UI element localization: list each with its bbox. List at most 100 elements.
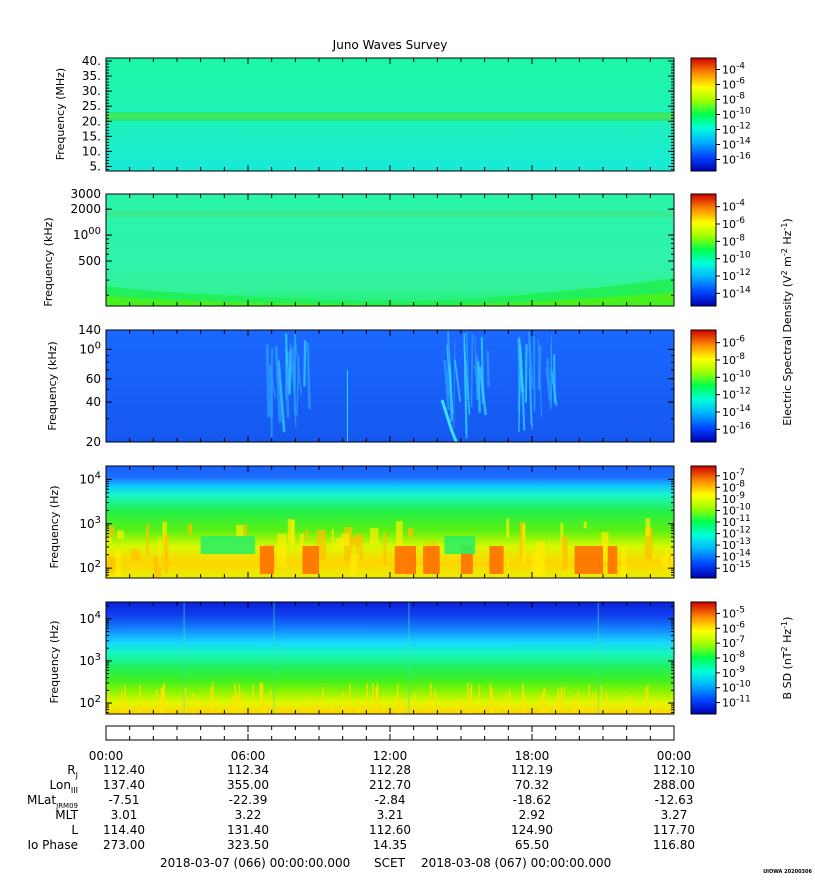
intensity-blob — [116, 530, 124, 539]
y-tick-label: 20 — [86, 435, 101, 449]
colorbar-tick-label: 10-8 — [722, 233, 745, 248]
intensity-blob — [162, 521, 167, 545]
intensity-blob — [331, 529, 334, 554]
panel-1-y-axis: 40.35.30.25.20.15.10.5. — [82, 54, 674, 173]
y-tick-label: 20. — [82, 114, 101, 128]
radio-burst — [274, 345, 282, 423]
ephemeris-value: 131.40 — [227, 823, 269, 837]
ephemeris-value: 14.35 — [373, 838, 407, 852]
intensity-gap — [444, 536, 476, 554]
ephemeris-value: -18.62 — [513, 793, 552, 807]
colorbar-tick-label: 10-8 — [722, 352, 745, 367]
panel-3-colorbar — [690, 329, 717, 443]
y-tick-label: 102 — [79, 559, 101, 575]
ephemeris-row-label: RJ — [67, 763, 78, 780]
radio-burst — [476, 361, 481, 413]
e-field-colorbar-label: Electric Spectral Density (V2 m-2 Hz-1) — [780, 218, 794, 425]
colorbar-tick-label: 10-7 — [722, 635, 745, 650]
intensity-blob — [287, 519, 294, 543]
y-tick-label: 40. — [82, 54, 101, 68]
ephemeris-value: 3.22 — [235, 808, 262, 822]
colorbar-tick-label: 10-14 — [722, 137, 751, 152]
intensity-blob-hot — [394, 546, 417, 574]
intensity-blob — [236, 525, 244, 543]
intensity-blob — [277, 533, 287, 568]
panel-2-time-ticks — [105, 194, 675, 306]
radio-burst — [480, 337, 485, 404]
ephemeris-value: -2.84 — [374, 793, 405, 807]
intensity-blob — [395, 521, 403, 561]
ephemeris-value: 212.70 — [369, 778, 411, 792]
intensity-blob — [243, 524, 247, 538]
intensity-blob — [522, 524, 526, 564]
panel-5-spikes — [108, 602, 668, 714]
ephemeris-value: 137.40 — [103, 778, 145, 792]
intensity-blob-hot — [423, 546, 440, 574]
ephemeris-value: 112.10 — [653, 763, 695, 777]
intensity-blob-hot — [461, 546, 473, 574]
panel-5-colorbar — [690, 601, 717, 715]
intensity-blob — [273, 557, 276, 565]
intensity-blob-hot — [302, 546, 319, 574]
ephemeris-value: 3.21 — [377, 808, 404, 822]
radio-burst — [470, 333, 474, 408]
colorbar-tick-label: 10-12 — [722, 387, 751, 402]
ephemeris-table: RJ 112.40 112.34 112.28 112.19 112.10 LonIII 13… — [27, 763, 695, 852]
y-tick-label: 30. — [82, 84, 101, 98]
colorbar-tick-label: 10-6 — [722, 335, 745, 350]
time-label: 00:00 — [657, 749, 692, 763]
colorbar-tick-label: 10-8 — [722, 650, 745, 665]
radio-burst — [265, 344, 271, 418]
radio-burst — [454, 359, 462, 402]
intensity-blob — [107, 526, 115, 537]
panel-1-colorbar — [690, 57, 717, 172]
time-label: 12:00 — [373, 749, 408, 763]
ephemeris-value: 112.19 — [511, 763, 553, 777]
intensity-blob — [645, 518, 651, 537]
footer-scet-label: SCET — [374, 856, 406, 870]
ephemeris-value: 3.01 — [111, 808, 138, 822]
intensity-blob — [620, 546, 626, 578]
intensity-blob — [187, 523, 193, 535]
radio-burst — [546, 358, 552, 401]
y-tick-label: 103 — [79, 515, 101, 531]
colorbar-tick-label: 10-9 — [722, 665, 745, 680]
radio-burst — [524, 344, 528, 403]
intensity-blob — [356, 533, 360, 554]
intensity-blob — [360, 533, 363, 560]
ephemeris-value: 112.34 — [227, 763, 269, 777]
figure-title: Juno Waves Survey — [332, 38, 448, 52]
radio-burst — [446, 344, 454, 411]
ephemeris-row-label: LonIII — [50, 778, 79, 795]
intensity-blob — [506, 518, 510, 538]
radio-burst — [545, 366, 552, 410]
colorbar-tick-label: 10-12 — [722, 268, 751, 283]
radio-burst — [277, 360, 286, 433]
colorbar-tick-label: 10-5 — [722, 605, 745, 620]
ephemeris-value: 355.00 — [227, 778, 269, 792]
ephemeris-value: 2.92 — [519, 808, 546, 822]
colorbar-tick-label: 10-10 — [722, 107, 751, 122]
panel-3-time-ticks — [105, 330, 675, 442]
ephemeris-value: 288.00 — [653, 778, 695, 792]
intensity-blob — [341, 533, 350, 547]
ephemeris-value: -22.39 — [229, 793, 268, 807]
colorbar-tick-label: 10-10 — [722, 369, 751, 384]
intensity-blob — [583, 521, 587, 529]
colorbar-tick-label: 10-14 — [722, 285, 751, 300]
y-tick-label: 1000 — [73, 226, 101, 242]
ephemeris-value: 112.60 — [369, 823, 411, 837]
radio-burst — [303, 340, 307, 387]
y-tick-label: 60 — [86, 372, 101, 386]
ephemeris-value: 116.80 — [653, 838, 695, 852]
intensity-blob — [532, 551, 541, 578]
b-field-colorbar-label: B SD (nT2 Hz-1) — [780, 617, 794, 700]
radio-burst — [443, 360, 451, 410]
y-tick-label: 104 — [79, 470, 101, 486]
intensity-blob — [660, 557, 666, 566]
colorbar-tick-label: 10-14 — [722, 404, 751, 419]
intensity-blob — [153, 556, 162, 578]
